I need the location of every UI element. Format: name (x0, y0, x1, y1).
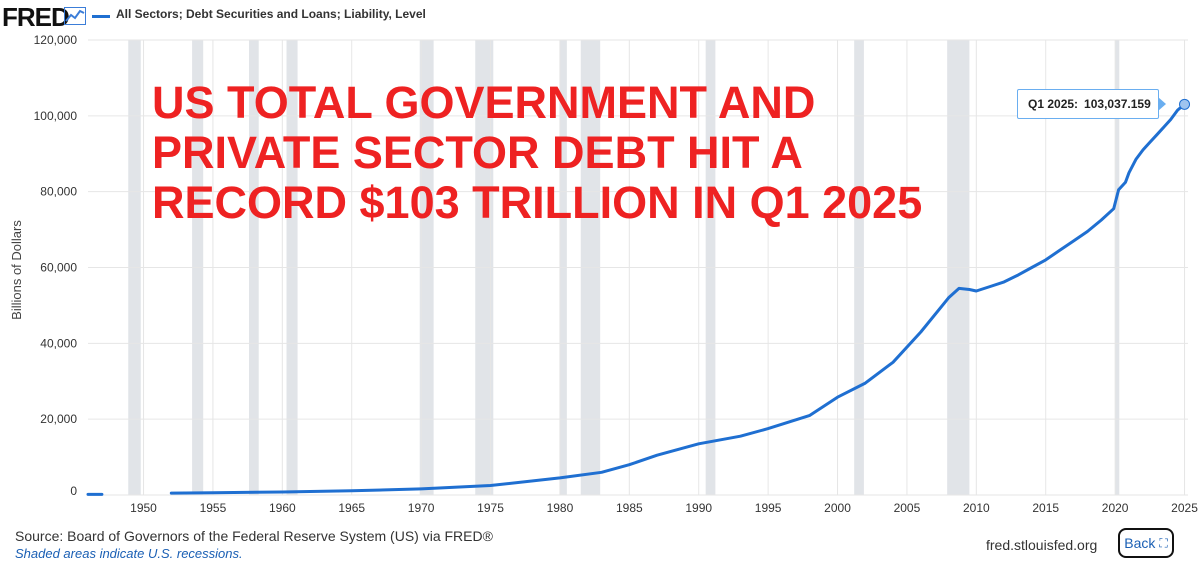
x-tick-label: 1980 (547, 501, 574, 515)
x-tick-label: 1985 (616, 501, 643, 515)
y-tick-label: 0 (70, 484, 77, 498)
x-tick-label: 1975 (477, 501, 504, 515)
y-tick-labels: 0 20,000 40,000 60,000 80,000 100,000 120,000 (34, 33, 78, 498)
y-axis-label: Billions of Dollars (9, 220, 24, 320)
line-chart-icon (64, 7, 86, 25)
headline-line-1: US TOTAL GOVERNMENT AND (152, 77, 816, 128)
tooltip-value: 103,037.159 (1084, 97, 1151, 111)
site-link[interactable]: fred.stlouisfed.org (986, 537, 1098, 553)
fred-logo[interactable]: FRED (2, 2, 70, 32)
recession-note: Shaded areas indicate U.S. recessions. (15, 546, 243, 561)
y-gridlines (88, 39, 1188, 496)
x-tick-label: 2020 (1102, 501, 1129, 515)
x-tick-label: 2010 (963, 501, 990, 515)
y-tick-label: 20,000 (40, 412, 77, 426)
y-tick-label: 120,000 (34, 33, 78, 47)
x-tick-labels: 1950 1955 1960 1965 1970 1975 1980 1985 1990 1995… (130, 501, 1198, 515)
series-lines (86, 102, 1186, 496)
legend-swatch (92, 15, 110, 18)
fullscreen-icon: ⛶ (1159, 535, 1168, 550)
y-tick-label: 80,000 (40, 185, 77, 199)
x-tick-label: 2005 (894, 501, 921, 515)
x-tick-label: 1950 (130, 501, 157, 515)
back-button[interactable]: Back ⛶ (1118, 528, 1174, 558)
x-tick-label: 2015 (1032, 501, 1059, 515)
x-tick-label: 1990 (685, 501, 712, 515)
x-tick-label: 1960 (269, 501, 296, 515)
x-tick-label: 2025 (1171, 501, 1198, 515)
tooltip-pointer (1158, 97, 1166, 111)
y-tick-label: 40,000 (40, 336, 77, 350)
x-tick-label: 1995 (755, 501, 782, 515)
x-tick-label: 2000 (824, 501, 851, 515)
x-tick-label: 1970 (408, 501, 435, 515)
x-tick-label: 1965 (338, 501, 365, 515)
headline-line-3: RECORD $103 TRILLION IN Q1 2025 (152, 177, 923, 228)
legend-label[interactable]: All Sectors; Debt Securities and Loans; … (116, 7, 426, 21)
highlight-points (1179, 98, 1191, 110)
tooltip-label: Q1 2025: (1028, 97, 1079, 111)
y-tick-label: 100,000 (34, 109, 78, 123)
x-tick-label: 1955 (200, 501, 227, 515)
source-text: Source: Board of Governors of the Federa… (15, 528, 493, 544)
top-bar: FRED All Sectors; Debt Securities and Lo… (0, 0, 1200, 34)
headline-line-2: PRIVATE SECTOR DEBT HIT A (152, 127, 803, 178)
highlight-point (1179, 98, 1191, 110)
y-tick-label: 60,000 (40, 261, 77, 275)
series-line (169, 102, 1186, 495)
back-label: Back (1124, 535, 1156, 551)
data-tooltip: Q1 2025: 103,037.159 (1017, 89, 1159, 119)
headline-annotation: US TOTAL GOVERNMENT AND PRIVATE SECTOR D… (152, 78, 922, 228)
